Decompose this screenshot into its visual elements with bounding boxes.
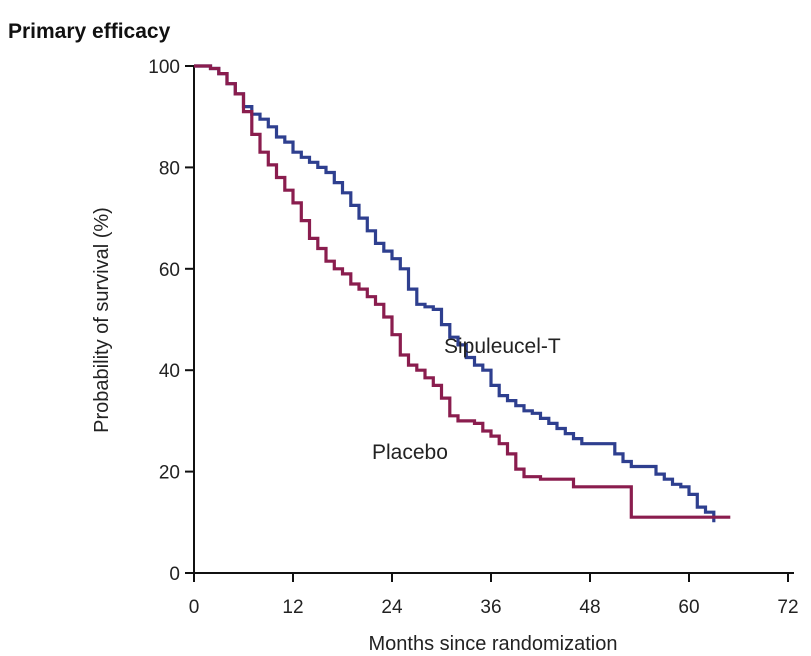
survival-curves [194, 64, 731, 523]
x-tick-label: 0 [189, 597, 200, 618]
series-label-sipuleucel-t: Sipuleucel-T [444, 335, 561, 358]
x-tick-label: 24 [381, 597, 403, 618]
y-tick-label: 100 [148, 57, 180, 78]
x-tick-label: 60 [678, 597, 699, 618]
y-tick-label: 0 [169, 564, 180, 585]
y-tick-label: 40 [159, 361, 180, 382]
series-line-placebo [194, 64, 731, 519]
x-tick-label: 48 [579, 597, 600, 618]
x-axis-title: Months since randomization [368, 633, 617, 655]
x-ticks: 0 12 24 36 48 60 72 [189, 573, 799, 618]
y-axis-title: Probability of survival (%) [91, 207, 113, 433]
x-tick-label: 72 [777, 597, 798, 618]
chart-title: Primary efficacy [8, 20, 171, 43]
series-label-placebo: Placebo [372, 441, 448, 464]
y-ticks: 0 20 40 60 80 100 [148, 57, 194, 585]
x-tick-label: 36 [480, 597, 501, 618]
y-tick-label: 20 [159, 463, 180, 484]
y-tick-label: 80 [159, 158, 180, 179]
y-tick-label: 60 [159, 260, 180, 281]
series-line-sipuleucel-t [194, 64, 716, 523]
x-tick-label: 12 [282, 597, 303, 618]
